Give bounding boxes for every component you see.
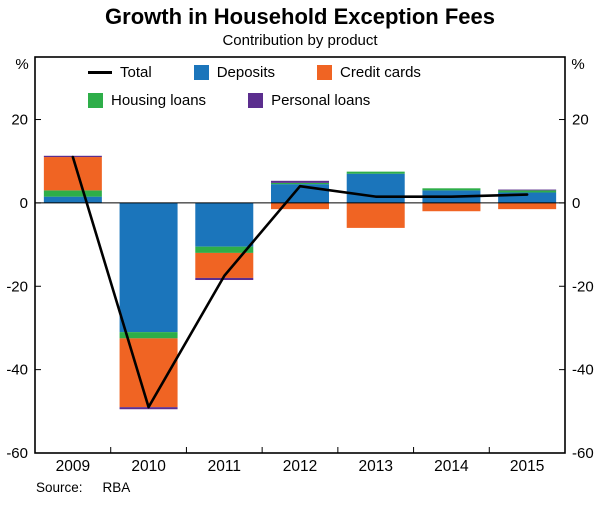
legend-swatch-deposits: [193, 65, 209, 80]
bar-segment-credit-cards: [271, 202, 329, 210]
y-tick-label-left: 0: [20, 195, 28, 212]
y-tick-label-right: -40: [572, 362, 594, 379]
bar-segment-deposits: [195, 202, 254, 247]
bar-segment-housing-loans: [271, 182, 329, 185]
bar-segment-credit-cards: [43, 157, 102, 191]
source-value: RBA: [102, 480, 131, 495]
bar-segment-housing-loans: [422, 188, 481, 191]
x-category-label: 2014: [434, 458, 469, 474]
legend-label-housing-loans: Housing loans: [111, 92, 207, 109]
bar-segment-deposits: [346, 173, 405, 203]
legend-swatch-personal-loans: [248, 93, 264, 108]
x-category-label: 2009: [56, 458, 90, 474]
legend-item-housing-loans: Housing loans: [88, 92, 206, 109]
legend-swatch-total: [88, 71, 112, 74]
legend-label-total: Total: [120, 64, 152, 81]
source-label: Source:: [36, 480, 83, 495]
y-tick-label-right: 0: [572, 195, 580, 212]
bar-segment-credit-cards: [422, 202, 481, 212]
total-line: [71, 155, 529, 409]
bar-segment-deposits: [119, 202, 178, 333]
x-category-label: 2011: [208, 458, 241, 474]
x-category-label: 2012: [283, 458, 317, 474]
bar-segment-deposits: [43, 196, 102, 203]
bar-segment-personal-loans: [498, 189, 557, 191]
legend-label-deposits: Deposits: [216, 64, 276, 81]
bar-segment-credit-cards: [195, 252, 254, 278]
bar-segment-personal-loans: [271, 180, 329, 183]
legend-swatch-housing-loans: [88, 93, 103, 108]
plot-area: 20 20 0 0 -20 -20 -40 -40 -60 -60% % 2009 2010 2011 20…: [6, 56, 594, 474]
bar-segment-housing-loans: [119, 332, 178, 339]
legend-item-credit-cards: Credit cards: [317, 64, 421, 81]
bar-segment-credit-cards: [346, 202, 405, 228]
legend-label-personal-loans: Personal loans: [271, 92, 371, 109]
y-tick-label-right: 20: [572, 112, 589, 129]
legend-row: Housing loans Personal loans: [88, 92, 421, 109]
bar-segment-housing-loans: [43, 190, 102, 197]
chart-subtitle: Contribution by product: [222, 32, 378, 49]
legend-label-credit-cards: Credit cards: [340, 64, 421, 81]
bar-segment-deposits: [498, 192, 557, 203]
y-tick-label-left: 20: [11, 112, 28, 129]
legend-item-deposits: Deposits: [193, 64, 276, 81]
bar-segment-housing-loans: [195, 246, 254, 253]
y-tick-label-right: -20: [572, 278, 594, 295]
legend-swatch-credit-cards: [317, 65, 333, 80]
axis-box: [34, 56, 566, 454]
x-category-label: 2010: [131, 458, 166, 474]
source-note: Source: RBA: [36, 480, 600, 495]
bar-segment-personal-loans: [195, 277, 254, 281]
y-tick-label-left: -20: [6, 278, 28, 295]
chart-title: Growth in Household Exception Fees: [105, 4, 495, 29]
y-axis-unit-right: %: [571, 56, 584, 73]
bar-segment-credit-cards: [498, 202, 557, 210]
bar-segment-housing-loans: [498, 190, 557, 193]
x-category-label: 2015: [510, 458, 544, 474]
y-tick-label-right: -60: [572, 445, 594, 462]
chart-legend: Total Deposits Credit cards Housing loans Pe…: [88, 64, 421, 120]
x-category-label: 2013: [358, 458, 392, 474]
legend-item-total: Total: [88, 64, 152, 81]
y-axis-unit-left: %: [15, 56, 28, 73]
bar-segment-housing-loans: [346, 171, 405, 174]
legend-item-personal-loans: Personal loans: [248, 92, 370, 109]
y-tick-label-left: -40: [6, 362, 28, 379]
legend-row: Total Deposits Credit cards: [88, 64, 421, 81]
y-tick-label-left: -60: [6, 445, 28, 462]
plot-wrap: 20 20 0 0 -20 -20 -40 -40 -60 -60%% 2009 2010 2011 20…: [0, 51, 600, 474]
